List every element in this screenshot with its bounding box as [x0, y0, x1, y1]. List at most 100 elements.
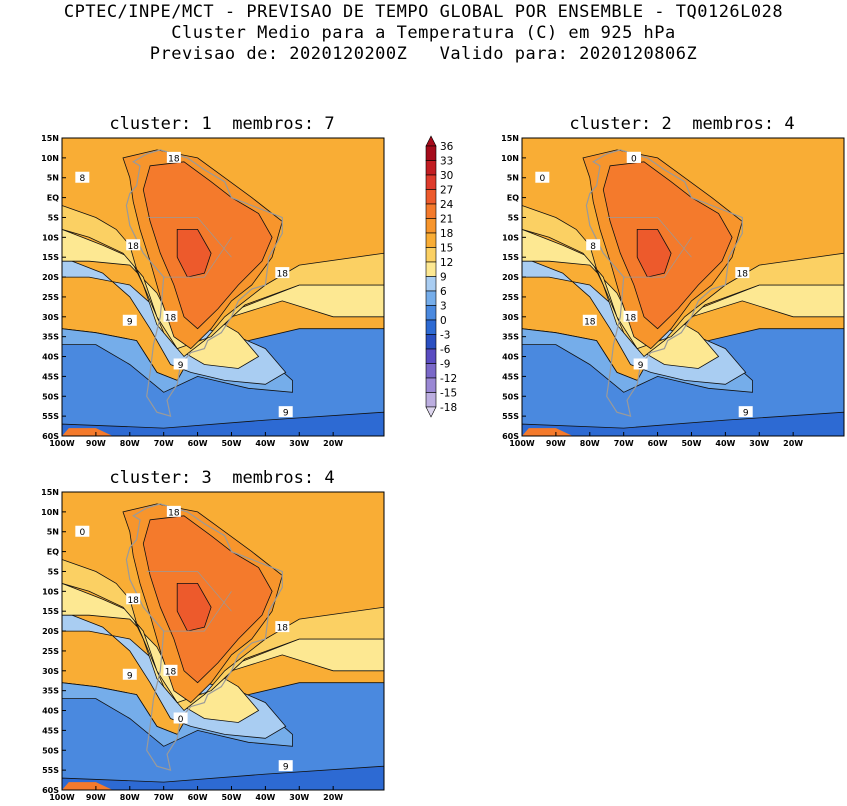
lat-tick-label: 10N	[41, 154, 59, 163]
contour-label-box	[126, 593, 141, 605]
lon-tick-label: 40W	[255, 793, 275, 802]
contour-label: 18	[584, 317, 596, 327]
coastline	[125, 149, 283, 417]
colorbar-swatch	[425, 319, 437, 335]
contour-label: 18	[127, 596, 139, 606]
contour-region	[61, 558, 385, 712]
colorbar-swatch	[425, 392, 437, 408]
contour-label: 0	[178, 715, 184, 725]
colorbar-swatch	[425, 160, 437, 176]
panel-3-title: cluster: 3 membros: 4	[109, 468, 335, 488]
contour-label: 18	[165, 313, 177, 323]
contour-region	[61, 204, 385, 358]
lon-tick-label: 40W	[715, 439, 735, 448]
contour-label: 9	[127, 671, 133, 681]
lat-tick-label: 40S	[42, 707, 59, 716]
lat-tick-label: 60S	[42, 786, 59, 795]
contour-region	[176, 229, 212, 278]
contour-label-box	[126, 239, 141, 251]
panel-1-title: cluster: 1 membros: 7	[109, 114, 335, 134]
lon-tick-label: 60W	[188, 439, 208, 448]
lon-tick-label: 60W	[188, 793, 208, 802]
lon-tick-label: 30W	[749, 439, 769, 448]
lat-tick-label: 30S	[42, 313, 59, 322]
colorbar-level-label: 6	[440, 286, 447, 298]
contour-label-box	[166, 505, 181, 517]
lon-tick-label: 60W	[648, 439, 668, 448]
map-field	[61, 492, 385, 791]
country-borders	[146, 571, 232, 632]
contour-label: 18	[165, 667, 177, 677]
contour-label: 18	[625, 313, 637, 323]
lat-tick-label: 5N	[47, 528, 59, 537]
colorbar-level-label: 27	[440, 185, 453, 197]
country-borders	[606, 217, 692, 278]
lon-tick-label: 70W	[614, 439, 634, 448]
lat-tick-label: 20S	[42, 627, 59, 636]
lat-tick-label: EQ	[507, 194, 519, 203]
lat-tick-label: 30S	[502, 313, 519, 322]
contour-label-box	[586, 239, 601, 251]
lat-tick-label: 20S	[502, 273, 519, 282]
colorbar-swatch	[425, 174, 437, 190]
colorbar-level-label: 33	[440, 156, 453, 168]
colorbar-level-label: 3	[440, 301, 447, 313]
colorbar-level-label: -9	[440, 359, 450, 371]
contour-label: 9	[743, 409, 749, 419]
lat-tick-label: 55S	[502, 412, 519, 421]
lon-tick-label: 80W	[580, 439, 600, 448]
map-panel-cluster-2: 188181818990015N10N5NEQ5S10S15S20S25S30S…	[501, 134, 845, 448]
lat-tick-label: 60S	[502, 432, 519, 441]
lat-tick-label: EQ	[47, 548, 59, 557]
map-frame	[61, 491, 385, 791]
lon-tick-label: 20W	[323, 793, 343, 802]
lat-tick-label: 25S	[42, 647, 59, 656]
colorbar-swatch	[425, 363, 437, 379]
lat-tick-label: 45S	[502, 372, 519, 381]
lon-tick-label: 80W	[120, 439, 140, 448]
colorbar-swatch	[425, 276, 437, 292]
colorbar-level-label: 24	[440, 199, 454, 211]
contour-label: 9	[178, 361, 184, 371]
contour-region	[142, 161, 273, 330]
contour-label-box	[623, 310, 638, 322]
contour-region	[636, 229, 672, 278]
colorbar-level-label: 0	[440, 315, 447, 327]
colorbar-swatch	[425, 189, 437, 205]
map-field	[521, 138, 845, 437]
header-subtitle: Cluster Medio para a Temperatura (C) em …	[171, 23, 676, 43]
colorbar-level-label: -3	[440, 330, 450, 342]
colorbar-level-label: 36	[440, 141, 454, 153]
contour-label-box	[122, 668, 137, 680]
colorbar-swatch	[425, 232, 437, 248]
colorbar-level-label: -12	[440, 373, 457, 385]
lat-tick-label: 15N	[41, 134, 59, 143]
contour-label-box	[163, 664, 178, 676]
contour-label: 9	[283, 409, 289, 419]
lat-tick-label: 45S	[42, 372, 59, 381]
contour-label-box	[75, 525, 90, 537]
lat-tick-label: 5S	[48, 567, 60, 576]
lat-tick-label: 55S	[42, 412, 59, 421]
colorbar-level-label: -6	[440, 344, 451, 356]
lon-tick-label: 70W	[154, 793, 174, 802]
lat-tick-label: 5S	[48, 213, 60, 222]
contour-region	[521, 204, 845, 358]
contour-label: 0	[631, 154, 637, 164]
map-panel-cluster-1: 18 18 18 18 9 9 9 8 15N 10N 5N EQ 5S 10S 15S 20S 25S 30S 3…	[41, 134, 385, 448]
colorbar-level-label: 21	[440, 214, 453, 226]
lat-tick-label: 10S	[42, 587, 59, 596]
lon-tick-label: 20W	[783, 439, 803, 448]
map-frame	[521, 137, 845, 437]
contour-label-box	[163, 310, 178, 322]
coastline	[125, 503, 283, 771]
lon-tick-label: 90W	[546, 439, 566, 448]
contour-label-box	[275, 267, 290, 279]
country-borders	[146, 217, 232, 278]
header-title: CPTEC/INPE/MCT - PREVISAO DE TEMPO GLOBA…	[63, 2, 784, 22]
colorbar-swatch	[425, 290, 437, 306]
contour-region	[142, 515, 273, 684]
lat-tick-label: EQ	[47, 194, 59, 203]
colorbar-swatch	[425, 247, 437, 263]
